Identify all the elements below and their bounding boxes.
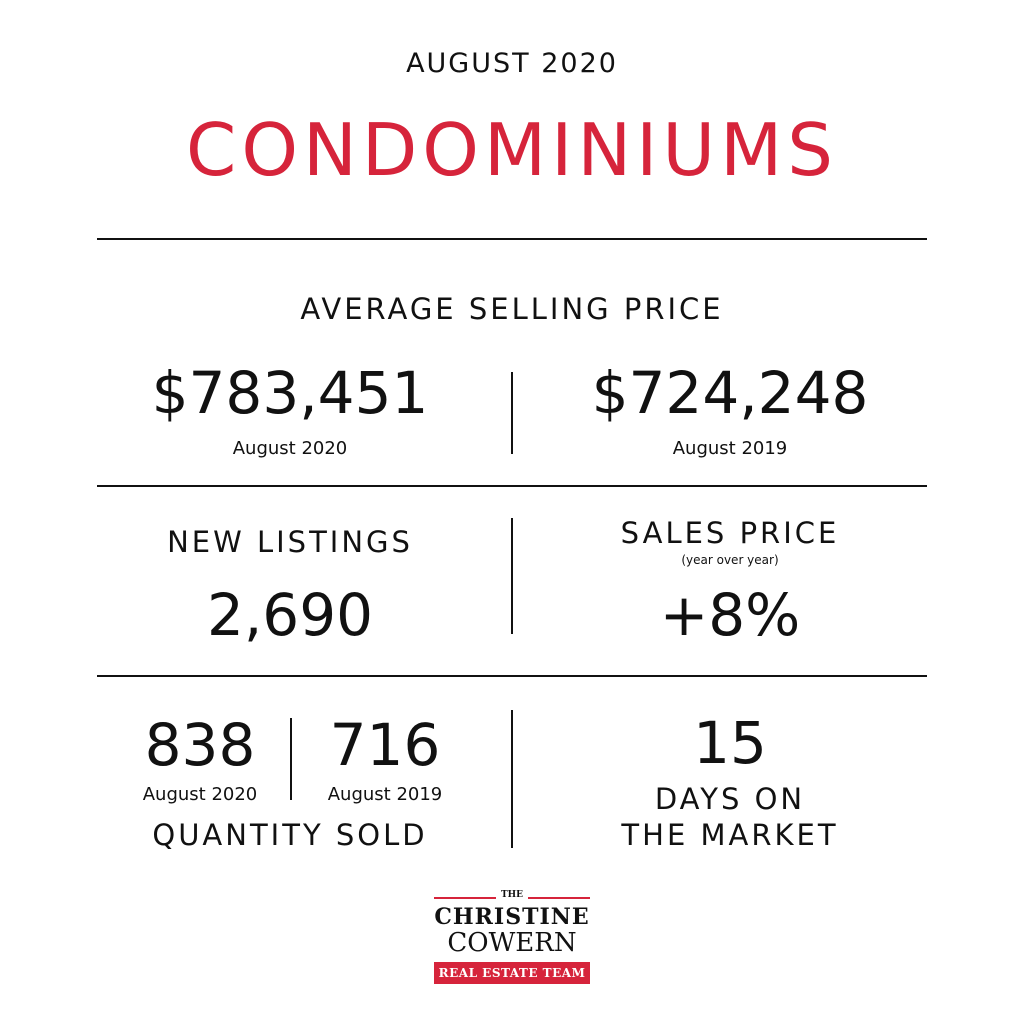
avg-price-2020-label: August 2020 — [232, 438, 348, 459]
avg-price-2019-value: $724,248 — [591, 359, 869, 427]
days-on-market-value: 15 — [693, 709, 767, 777]
brand-logo: THE CHRISTINE COWERN REAL ESTATE TEAM — [434, 884, 590, 990]
page-title: CONDOMINIUMS — [186, 108, 838, 192]
avg-price-separator — [511, 372, 513, 454]
avg-price-2020-value: $783,451 — [151, 359, 429, 427]
quantity-sold-2020-value: 838 — [144, 711, 256, 779]
sales-price-subheading: (year over year) — [681, 553, 779, 567]
sales-price-heading: SALES PRICE — [620, 516, 840, 550]
quantity-sold-heading: QUANTITY SOLD — [152, 818, 428, 852]
days-on-market-label-line2: THE MARKET — [621, 818, 839, 852]
logo-the: THE — [500, 890, 524, 900]
new-listings-value: 2,690 — [206, 581, 374, 649]
avg-price-2019-label: August 2019 — [672, 438, 788, 459]
logo-cowern: COWERN — [447, 928, 577, 958]
quantity-sold-separator — [290, 718, 292, 800]
quantity-days-separator — [511, 710, 513, 848]
logo-rule-left — [434, 897, 496, 899]
quantity-sold-2020-label: August 2020 — [142, 784, 258, 805]
new-listings-heading: NEW LISTINGS — [167, 525, 413, 559]
quantity-sold-2019-label: August 2019 — [327, 784, 443, 805]
divider-top — [97, 238, 927, 240]
divider-bottom — [97, 675, 927, 677]
report-date: AUGUST 2020 — [406, 48, 618, 79]
logo-tagline: REAL ESTATE TEAM — [434, 962, 590, 984]
divider-middle — [97, 485, 927, 487]
days-on-market-label-line1: DAYS ON — [654, 782, 806, 816]
logo-rule-right — [528, 897, 590, 899]
listings-sales-separator — [511, 518, 513, 634]
quantity-sold-2019-value: 716 — [329, 711, 441, 779]
average-selling-price-heading: AVERAGE SELLING PRICE — [300, 292, 724, 326]
logo-christine: CHRISTINE — [434, 904, 590, 930]
sales-price-change-value: +8% — [659, 581, 801, 649]
